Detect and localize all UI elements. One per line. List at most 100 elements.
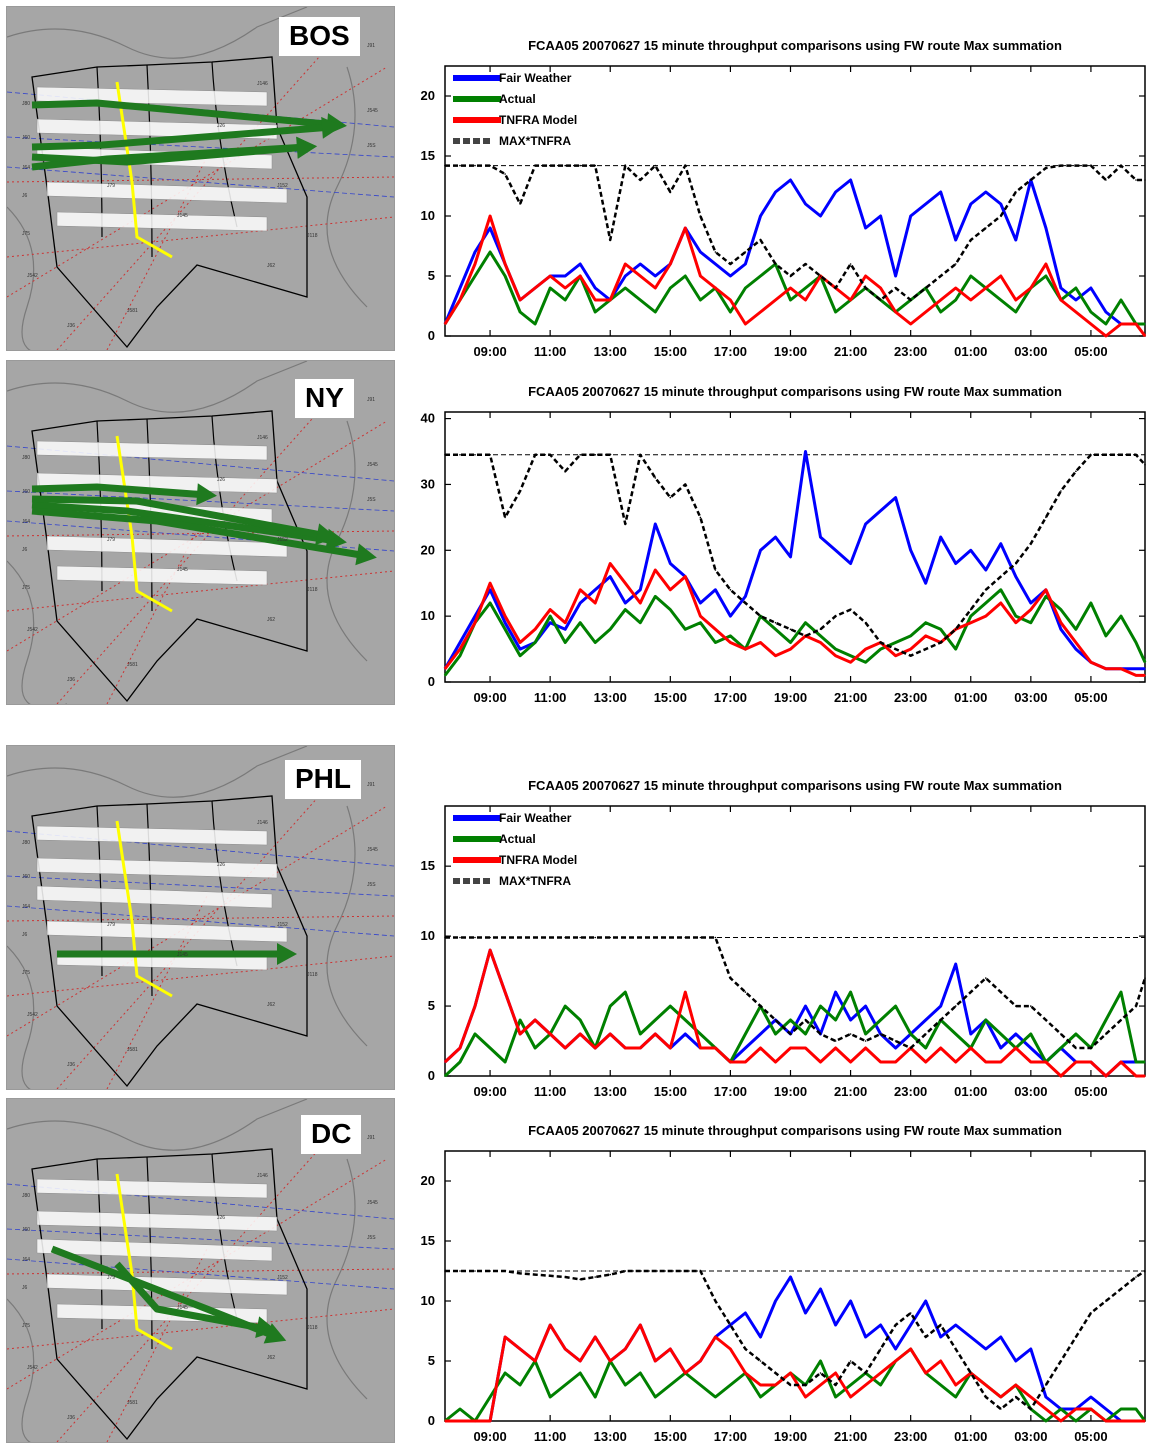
data-point [1000,575,1002,578]
data-point [519,936,521,939]
route-band [46,181,288,204]
flow-arrow [31,483,208,499]
data-point [1045,1396,1047,1398]
data-point [894,1040,897,1042]
data-point [1060,1420,1062,1422]
sector-label: J79 [107,183,115,189]
y-tick-label: 5 [428,268,435,283]
data-point [1075,1420,1077,1422]
data-point [1000,1047,1002,1049]
legend-swatch [463,138,470,144]
flow-arrow [31,501,338,545]
data-point [714,569,717,571]
data-point [819,1005,822,1007]
sector-label: J146 [257,1173,268,1179]
data-point [789,299,792,301]
data-point [549,1275,551,1277]
data-point [579,621,581,624]
sector-label: J581 [127,1047,138,1053]
data-point [564,470,566,473]
data-point [474,1005,476,1007]
x-tick-label: 23:00 [894,1429,927,1444]
sector-boundary [211,61,238,228]
sector-label: J60 [22,489,30,495]
series-line-tnfra-model [443,948,1145,1078]
sector-label: J79 [107,1275,115,1281]
x-tick-label: 13:00 [594,344,627,359]
data-point [909,648,912,650]
x-tick-label: 01:00 [954,690,987,705]
data-point [639,454,642,456]
data-point [729,1324,732,1326]
data-point [1060,608,1062,611]
data-point [970,608,972,611]
data-point [609,628,611,631]
data-point [834,549,837,552]
coastline [7,560,67,704]
sector-label: J26 [217,1215,225,1221]
data-point [594,1396,596,1398]
data-point [729,311,732,313]
coastline [326,805,368,1047]
data-point [519,641,521,644]
sector-label: J6 [22,547,28,553]
data-point [954,963,957,965]
data-point [1135,674,1137,677]
data-point [774,1372,777,1374]
jet-route [7,1228,394,1250]
sector-label: J152 [277,537,288,543]
data-point [519,654,521,657]
data-point [534,454,536,456]
data-point [654,1396,657,1398]
data-point [624,287,627,289]
data-point [849,1061,852,1063]
data-point [774,191,777,193]
data-point [654,477,657,479]
x-tick-label: 09:00 [473,344,506,359]
data-point [894,1061,897,1063]
data-point [684,227,687,229]
flow-arrow-head [315,523,337,546]
data-point [579,1019,581,1021]
data-point [774,1300,777,1302]
sector-label: J542 [27,627,38,633]
jet-route [7,875,394,897]
data-point [924,287,927,289]
data-point [519,648,521,650]
x-tick-label: 15:00 [654,690,687,705]
data-point [1030,542,1032,545]
data-point [1015,575,1017,578]
data-point [954,1005,957,1007]
sector-boundary [211,415,238,582]
data-point [1105,179,1107,181]
data-point [744,1312,747,1314]
sector-label: J146 [257,820,268,826]
sector-label: J36 [67,323,75,329]
flow-arrow-head [321,116,342,139]
data-point [1105,1300,1107,1302]
data-point [564,1005,566,1007]
data-point [1135,454,1137,456]
data-point [804,1019,807,1021]
data-point [1105,311,1107,313]
data-point [834,287,837,289]
data-point [699,615,702,617]
sector-label: J146 [257,81,268,87]
data-point [549,621,551,624]
data-point [669,287,672,289]
data-point [519,299,521,301]
x-tick-label: 21:00 [834,690,867,705]
plot-frame [444,411,1146,683]
throughput-chart: FCAA05 20070627 15 minute throughput com… [421,384,1147,705]
throughput-chart: FCAA05 20070627 15 minute throughput com… [421,778,1147,1099]
data-point [459,454,461,456]
flow-arrow [50,1245,279,1341]
data-point [489,227,491,229]
data-point [669,263,672,265]
data-point [474,615,476,617]
data-point [954,648,957,650]
legend-swatch [473,878,480,884]
data-point [549,615,551,617]
sector-label: J545 [367,108,378,114]
data-point [564,164,566,167]
